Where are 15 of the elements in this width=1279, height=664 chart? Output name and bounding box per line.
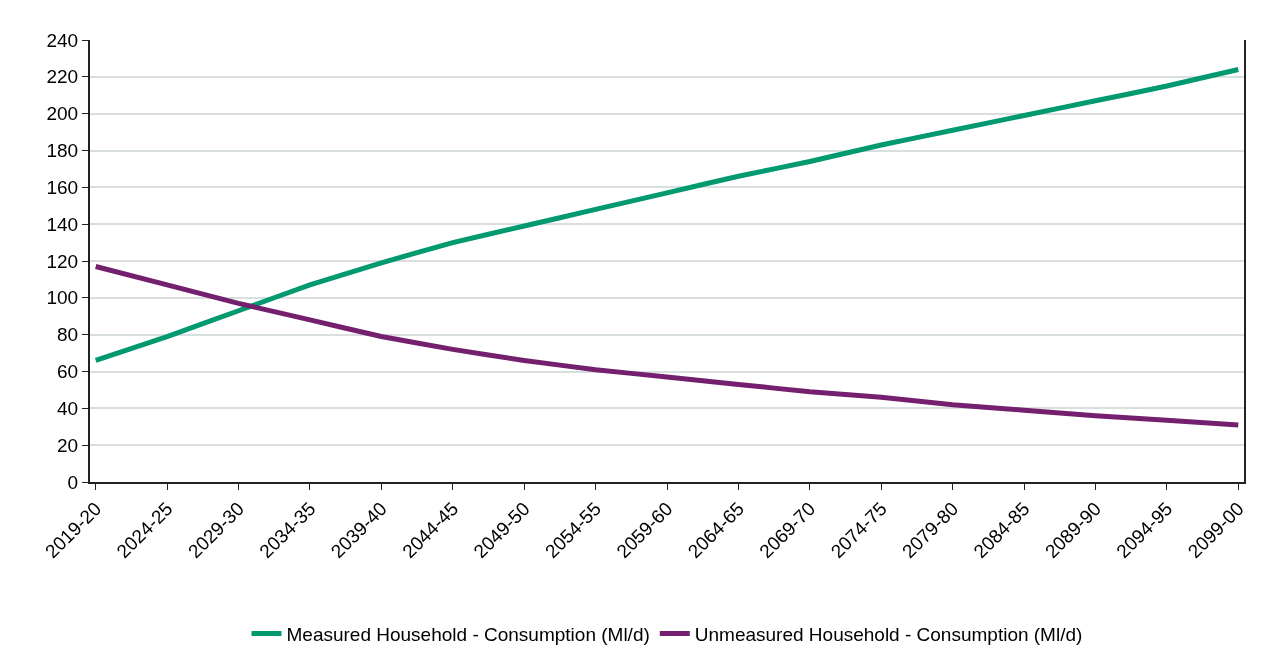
- y-tick-label: 240: [46, 29, 79, 51]
- y-tick-label: 200: [46, 103, 79, 125]
- legend-label: Measured Household - Consumption (Ml/d): [286, 623, 650, 645]
- y-tick-label: 20: [57, 434, 79, 456]
- y-tick-label: 40: [57, 397, 79, 419]
- y-tick-label: 160: [46, 176, 79, 198]
- y-tick-label: 80: [57, 324, 79, 346]
- legend-label: Unmeasured Household - Consumption (Ml/d): [694, 623, 1083, 645]
- y-tick-label: 120: [46, 250, 79, 272]
- y-tick-label: 0: [67, 471, 79, 493]
- y-tick-label: 220: [46, 66, 79, 88]
- y-tick-label: 140: [46, 213, 79, 235]
- y-tick-label: 180: [46, 140, 79, 162]
- y-tick-label: 100: [46, 287, 79, 309]
- y-tick-label: 60: [57, 361, 79, 383]
